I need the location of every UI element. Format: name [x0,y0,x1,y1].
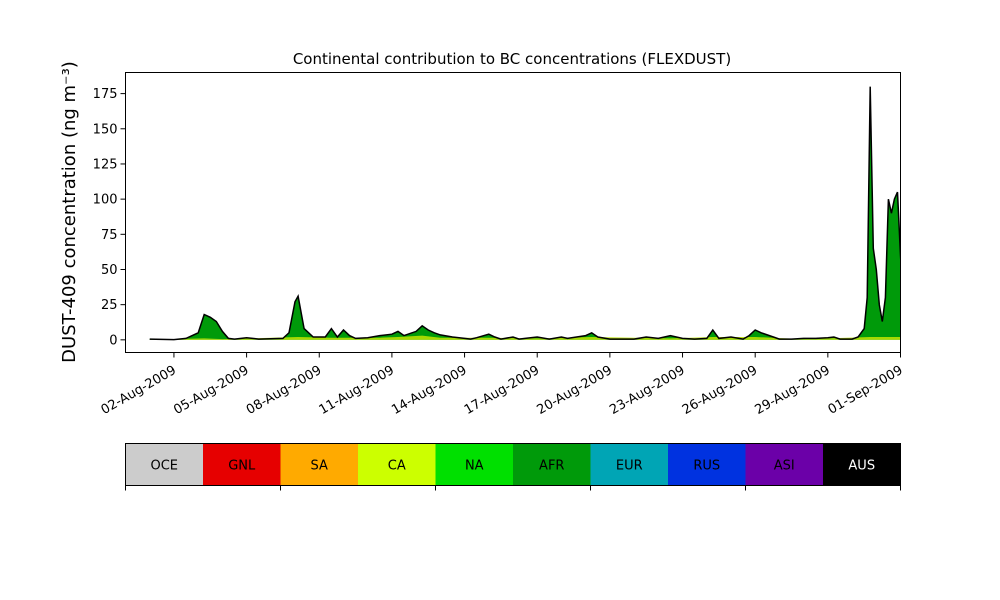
x-tick-label: 05-Aug-2009 [171,363,251,418]
legend-label: SA [311,459,328,474]
legend-swatch [280,443,359,486]
legend-swatch [358,443,436,486]
plot-frame [125,72,901,353]
legend-swatch [745,443,824,486]
x-tick-label: 02-Aug-2009 [99,363,179,418]
x-tick-label: 01-Sep-2009 [826,363,906,418]
legend-swatch [125,443,204,486]
y-tick-label: 125 [93,157,118,172]
legend-label: NA [465,459,484,474]
x-tick-label: 14-Aug-2009 [389,363,469,418]
legend-label: AFR [539,459,564,474]
legend-swatch [513,443,591,486]
legend-swatch [823,443,901,486]
y-axis-label: DUST-409 concentration (ng m⁻³) [59,61,80,363]
legend-frame [125,443,901,486]
legend-label: CA [388,459,406,474]
y-tick-label: 25 [101,298,118,313]
x-tick-label: 20-Aug-2009 [535,363,615,418]
legend-colorbar: OCE GNL SA CA NA AFR EUR RUS ASI AUS [125,443,901,491]
legend-swatch [668,443,746,486]
legend-label: AUS [848,459,875,474]
y-tick-label: 50 [101,263,118,278]
series-area-total [149,86,901,340]
x-tick-label: 08-Aug-2009 [244,363,324,418]
y-tick-label: 75 [101,228,118,243]
chart-title: Continental contribution to BC concentra… [293,50,731,68]
series-group [149,86,901,341]
x-tick-label: 29-Aug-2009 [753,363,833,418]
legend-swatch [203,443,281,486]
x-tick-label: 11-Aug-2009 [317,363,397,418]
legend-label: EUR [616,459,643,474]
legend-swatch [435,443,514,486]
series-area-minor [149,335,901,340]
legend-label: OCE [150,459,178,474]
y-tick-label: 0 [109,333,117,348]
plot-area: 0 25 50 75 100 125 150 175 02-Aug-200905-Aug-200… [93,86,906,418]
legend-swatch [590,443,669,486]
y-tick-label: 175 [93,87,118,102]
y-tick-label: 100 [93,193,118,208]
legend-label: RUS [693,459,720,474]
legend-label: GNL [228,459,256,474]
series-line-total [149,86,901,341]
x-tick-label: 23-Aug-2009 [607,363,687,418]
legend-label: ASI [774,459,795,474]
x-tick-label: 26-Aug-2009 [680,363,760,418]
y-tick-label: 150 [93,122,118,137]
x-tick-label: 17-Aug-2009 [462,363,542,418]
